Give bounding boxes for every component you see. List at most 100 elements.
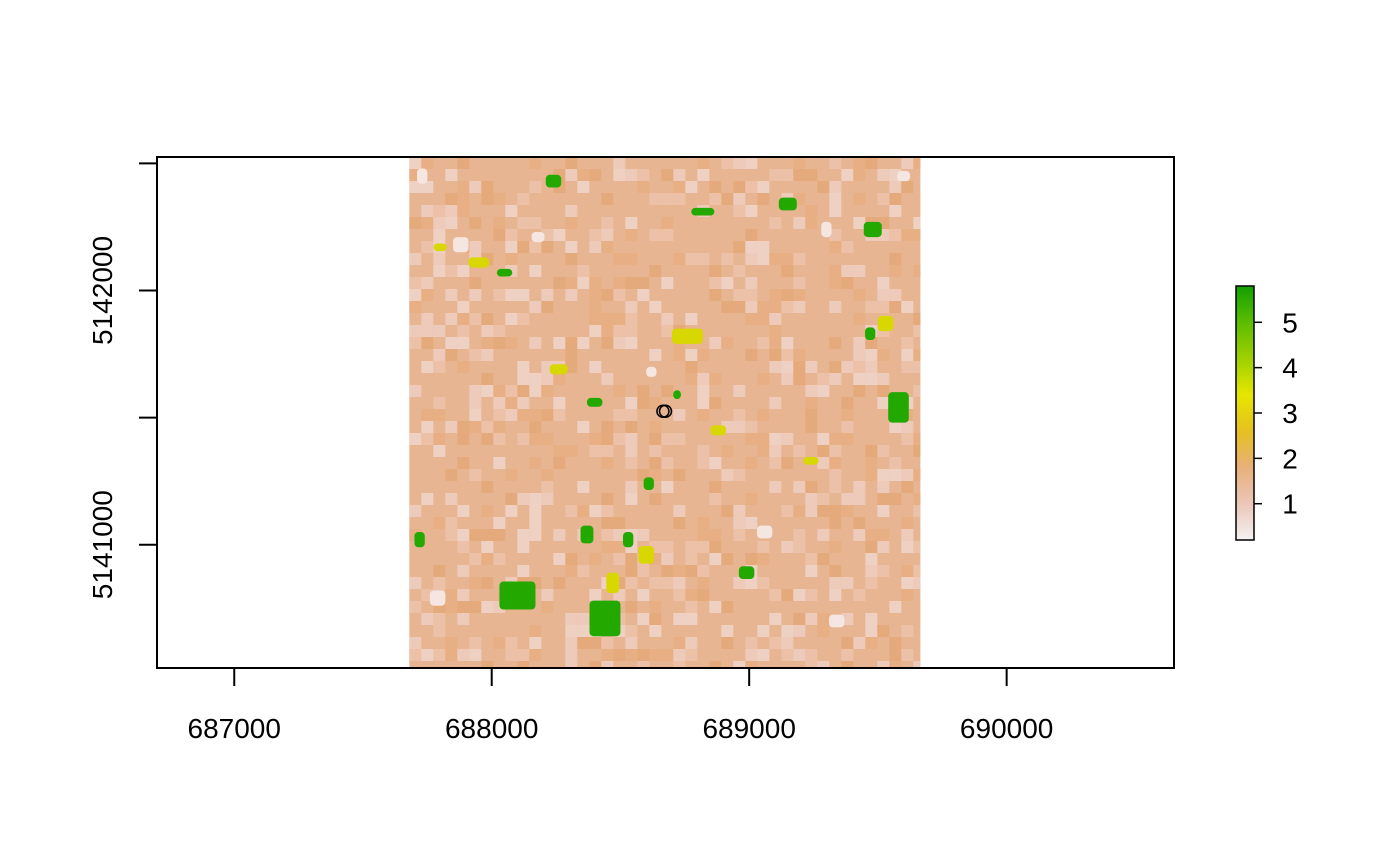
raster-cell <box>745 649 758 661</box>
raster-cell <box>421 649 434 661</box>
raster-cell <box>625 457 638 469</box>
raster-cell <box>793 301 806 313</box>
raster-cell <box>841 277 854 289</box>
raster-cell <box>637 169 650 181</box>
raster-cell <box>469 469 482 481</box>
raster-cell <box>421 313 434 325</box>
raster-cell <box>745 493 758 505</box>
raster-cell <box>793 649 806 661</box>
raster-cell <box>901 301 914 313</box>
raster-cell <box>673 253 686 265</box>
raster-cell <box>781 457 794 469</box>
raster-cell <box>865 565 878 577</box>
raster-cell <box>637 385 650 397</box>
raster-cell <box>661 313 674 325</box>
raster-cell <box>601 445 614 457</box>
raster-cell <box>409 505 422 517</box>
raster-high-patch <box>778 197 797 211</box>
raster-cell <box>853 481 866 493</box>
raster-cell <box>481 481 494 493</box>
raster-cell <box>517 289 530 301</box>
raster-cell <box>793 541 806 553</box>
y-tick-label: 5142000 <box>87 236 118 345</box>
raster-cell <box>421 421 434 433</box>
raster-cell <box>457 589 470 601</box>
raster-cell <box>829 541 842 553</box>
legend-tick-label: 1 <box>1282 489 1298 520</box>
raster-cell <box>769 217 782 229</box>
raster-cell <box>769 289 782 301</box>
raster-cell <box>745 253 758 265</box>
raster-cell <box>829 469 842 481</box>
raster-cell <box>865 157 878 169</box>
raster-cell <box>709 277 722 289</box>
raster-cell <box>613 157 626 169</box>
raster-mid-patch <box>638 545 654 564</box>
raster-cell <box>505 229 518 241</box>
raster-cell <box>589 553 602 565</box>
raster-mid-patch <box>549 364 568 375</box>
raster-cell <box>697 373 710 385</box>
raster-cell <box>469 277 482 289</box>
raster-cell <box>685 565 698 577</box>
raster-cell <box>565 277 578 289</box>
raster-cell <box>685 553 698 565</box>
raster-cell <box>661 649 674 661</box>
raster-cell <box>601 433 614 445</box>
raster-cell <box>445 493 458 505</box>
raster-cell <box>589 229 602 241</box>
raster-cell <box>757 253 770 265</box>
raster-cell <box>901 361 914 373</box>
raster-cell <box>697 409 710 421</box>
raster-cell <box>781 289 794 301</box>
raster-cell <box>481 661 494 668</box>
y-tick-label: 5141000 <box>87 490 118 599</box>
raster-cell <box>673 517 686 529</box>
raster-cell <box>841 397 854 409</box>
raster-cell <box>901 517 914 529</box>
raster-cell <box>757 541 770 553</box>
raster-cell <box>745 421 758 433</box>
raster-cell <box>577 265 590 277</box>
raster-cell <box>877 481 890 493</box>
raster-low-patch <box>429 590 446 606</box>
raster-cell <box>817 505 830 517</box>
raster-cell <box>541 469 554 481</box>
raster-cell <box>805 385 818 397</box>
raster-cell <box>697 157 710 169</box>
raster-cell <box>685 181 698 193</box>
raster-cell <box>793 253 806 265</box>
raster-cell <box>793 349 806 361</box>
raster-cell <box>661 229 674 241</box>
raster-cell <box>613 433 626 445</box>
raster-cell <box>469 577 482 589</box>
raster-cell <box>757 301 770 313</box>
raster-cell <box>733 385 746 397</box>
raster-cell <box>829 157 842 169</box>
raster-cell <box>409 253 422 265</box>
raster-cell <box>409 337 422 349</box>
raster-mid-patch <box>803 456 819 465</box>
raster-cell <box>733 529 746 541</box>
raster-cell <box>913 229 921 241</box>
raster-cell <box>481 349 494 361</box>
raster-cell <box>457 301 470 313</box>
raster-cell <box>433 265 446 277</box>
raster-cell <box>433 397 446 409</box>
legend-tick-label: 5 <box>1282 307 1298 338</box>
raster-cell <box>697 457 710 469</box>
raster-cell <box>901 337 914 349</box>
raster-cell <box>493 529 506 541</box>
raster-cell <box>721 301 734 313</box>
raster-cell <box>481 181 494 193</box>
raster-cell <box>829 241 842 253</box>
raster-cell <box>601 289 614 301</box>
x-tick-label: 689000 <box>702 713 795 744</box>
raster-cell <box>877 493 890 505</box>
raster-cell <box>625 625 638 637</box>
x-tick-label: 688000 <box>445 713 538 744</box>
raster-cell <box>457 157 470 169</box>
raster-cell <box>481 553 494 565</box>
raster-cell <box>553 529 566 541</box>
x-tick-label: 690000 <box>960 713 1053 744</box>
